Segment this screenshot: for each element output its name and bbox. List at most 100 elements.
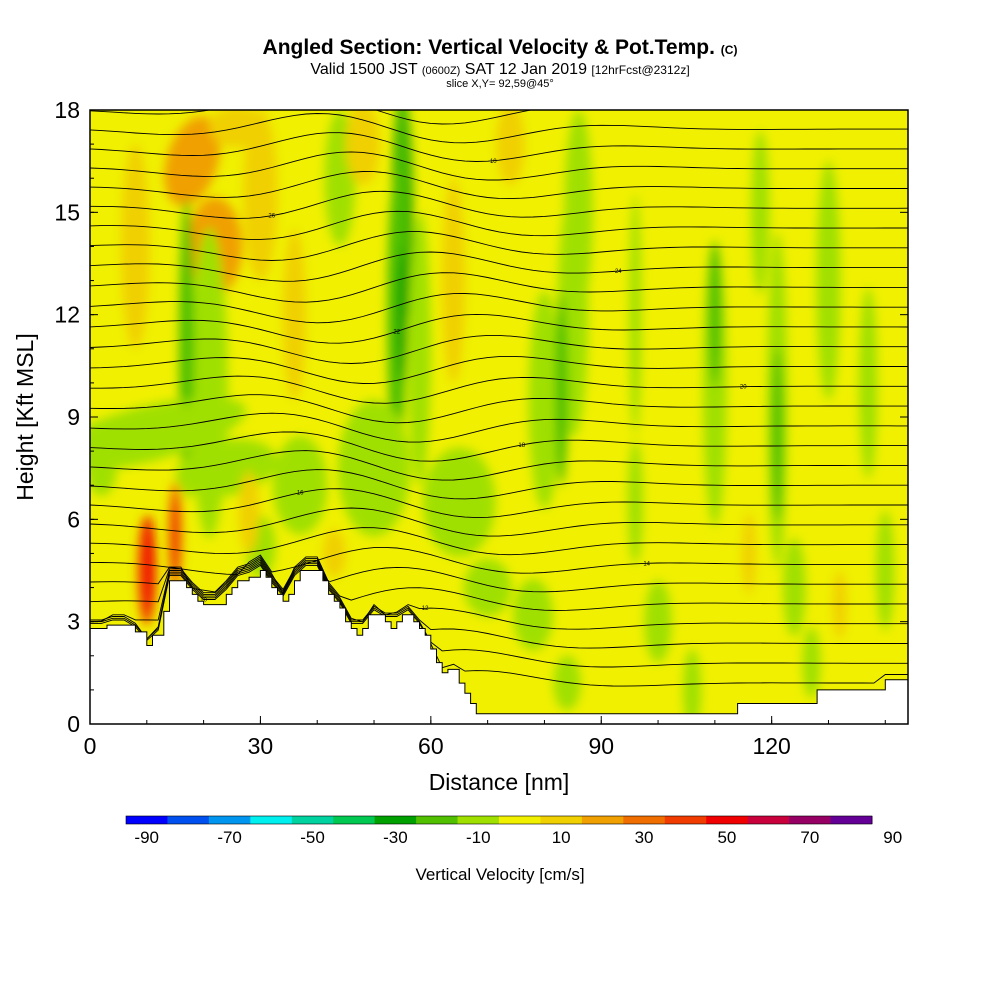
y-tick-label: 3 xyxy=(67,609,80,635)
y-tick-label: 15 xyxy=(54,199,80,225)
velocity-patch xyxy=(683,648,702,724)
colorbar-swatch xyxy=(457,816,500,824)
velocity-patch xyxy=(283,229,306,400)
potential-temperature-contours: 10 12 14 16 18 20 22 24 26 10 12 xyxy=(90,76,908,687)
theta-contour xyxy=(90,231,908,261)
colorbar-swatch xyxy=(416,816,459,824)
valid-time-text: Valid 1500 JST xyxy=(310,61,418,78)
colorbar-swatch xyxy=(250,816,293,824)
theta-contour xyxy=(90,563,908,668)
velocity-patch xyxy=(345,110,380,186)
theta-contour xyxy=(90,334,908,364)
theta-contour-label: 16 xyxy=(297,491,304,497)
theta-contour-label: 10 xyxy=(200,597,207,603)
colorbar-swatch xyxy=(291,816,334,824)
theta-contour xyxy=(90,210,908,240)
velocity-patch xyxy=(442,178,465,383)
theta-contour xyxy=(90,556,908,595)
colorbar-swatch xyxy=(126,816,168,824)
x-axis-label: Distance [nm] xyxy=(429,769,570,795)
velocity-patch xyxy=(209,110,267,148)
velocity-patch xyxy=(396,110,408,301)
colorbar-tick-label: 50 xyxy=(717,828,736,847)
y-tick-label: 9 xyxy=(67,404,80,430)
colorbar-tick-label: -50 xyxy=(300,828,325,847)
vertical-velocity-field xyxy=(90,110,895,724)
plot-area: 10 12 14 16 18 20 22 24 26 10 12 xyxy=(90,76,908,724)
colorbar-tick-label: 90 xyxy=(883,828,902,847)
velocity-patch xyxy=(513,579,553,651)
colorbar-tick-label: 10 xyxy=(552,828,571,847)
velocity-patch xyxy=(876,510,895,631)
velocity-patch xyxy=(629,195,642,435)
theta-contour xyxy=(90,546,908,576)
theta-contour xyxy=(90,113,908,144)
theta-contour xyxy=(90,564,908,687)
x-axis: 0 30 60 90 120 xyxy=(84,716,886,759)
y-tick-label: 18 xyxy=(54,97,80,123)
colorbar-swatch xyxy=(333,816,376,824)
colorbar-swatch xyxy=(581,816,624,824)
theta-contour xyxy=(90,469,908,500)
velocity-patch xyxy=(816,161,841,400)
velocity-patch xyxy=(408,212,431,486)
velocity-patch xyxy=(171,498,180,575)
theta-contour xyxy=(90,527,908,556)
theta-contour xyxy=(90,394,908,424)
y-tick-label: 12 xyxy=(54,302,80,328)
theta-contour xyxy=(90,251,908,282)
theta-contour xyxy=(90,313,908,344)
x-tick-label: 60 xyxy=(418,733,444,759)
y-tick-label: 0 xyxy=(67,711,80,737)
theta-contour xyxy=(90,412,908,443)
colorbar-swatch xyxy=(789,816,832,824)
velocity-patch xyxy=(422,447,496,557)
x-tick-label: 0 xyxy=(84,733,97,759)
theta-contour-label: 10 xyxy=(490,159,497,165)
colorbar-swatch xyxy=(540,816,583,824)
colorbar-tick-label: -70 xyxy=(217,828,242,847)
velocity-patch xyxy=(164,116,221,206)
theta-contour xyxy=(90,450,908,481)
velocity-patch xyxy=(802,627,821,699)
terrain xyxy=(90,570,908,724)
velocity-patch xyxy=(783,538,806,637)
velocity-patch xyxy=(322,529,346,578)
velocity-patch xyxy=(644,580,672,663)
y-tick-label: 6 xyxy=(67,506,80,532)
velocity-patch xyxy=(496,110,525,186)
slice-info: slice X,Y= 92,59@45° xyxy=(446,78,554,90)
velocity-patch xyxy=(528,290,561,510)
theta-contour-label: 18 xyxy=(518,443,525,449)
velocity-patch xyxy=(90,440,117,496)
theta-contour-label: 12 xyxy=(422,606,429,612)
theta-contour xyxy=(90,76,908,105)
velocity-patch xyxy=(337,399,411,537)
theta-contour xyxy=(90,355,908,384)
valid-date: SAT 12 Jan 2019 xyxy=(464,61,587,78)
theta-contour-label: 26 xyxy=(268,214,275,220)
colorbar-swatch xyxy=(374,816,417,824)
colorbar-label: Vertical Velocity [cm/s] xyxy=(415,865,584,884)
colorbar: -90 -70 -50 -30 -10 10 30 50 70 90 xyxy=(125,815,902,847)
theta-contour xyxy=(90,272,908,303)
velocity-patch xyxy=(182,266,191,411)
theta-contour-label: 14 xyxy=(643,561,650,567)
x-tick-label: 120 xyxy=(752,733,790,759)
colorbar-swatch xyxy=(747,816,790,824)
colorbar-swatch xyxy=(830,816,873,824)
velocity-patch xyxy=(121,144,150,349)
x-tick-label: 30 xyxy=(248,733,274,759)
y-axis: 0 3 6 9 12 15 18 xyxy=(54,97,908,737)
theta-contour-label: 22 xyxy=(393,329,400,335)
velocity-patch xyxy=(272,436,328,535)
velocity-patch xyxy=(708,243,722,387)
colorbar-tick-label: -90 xyxy=(134,828,159,847)
theta-contour xyxy=(90,132,908,162)
velocity-patch xyxy=(553,655,581,711)
velocity-patch xyxy=(742,512,756,595)
colorbar-swatch xyxy=(167,816,210,824)
colorbar-swatch xyxy=(664,816,707,824)
colorbar-swatch xyxy=(208,816,251,824)
